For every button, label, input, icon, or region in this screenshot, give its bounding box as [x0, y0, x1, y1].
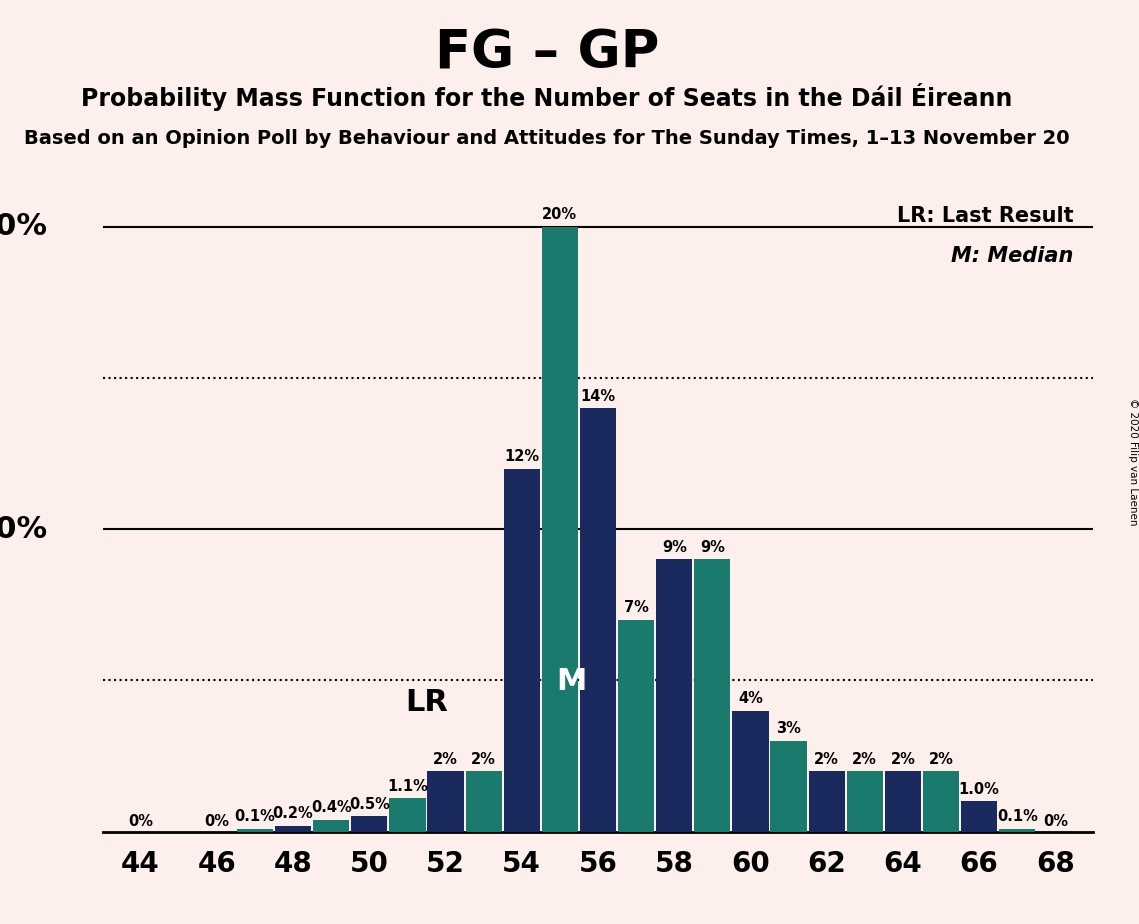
Bar: [885, 772, 921, 832]
Text: 2%: 2%: [852, 751, 877, 767]
Text: 7%: 7%: [624, 601, 648, 615]
Text: LR: LR: [405, 687, 448, 717]
Text: 14%: 14%: [581, 389, 615, 404]
Text: 0.1%: 0.1%: [235, 809, 276, 824]
Text: 20%: 20%: [0, 213, 48, 241]
Bar: [390, 798, 426, 832]
Bar: [237, 829, 273, 832]
Text: 9%: 9%: [662, 540, 687, 555]
Bar: [961, 801, 998, 832]
Bar: [770, 741, 806, 832]
Bar: [351, 817, 387, 832]
Bar: [999, 829, 1035, 832]
Text: 2%: 2%: [472, 751, 497, 767]
Text: M: M: [556, 666, 587, 696]
Text: 12%: 12%: [505, 449, 539, 464]
Text: Probability Mass Function for the Number of Seats in the Dáil Éireann: Probability Mass Function for the Number…: [81, 83, 1013, 111]
Bar: [466, 772, 502, 832]
Text: 0.4%: 0.4%: [311, 800, 352, 815]
Text: 2%: 2%: [928, 751, 953, 767]
Text: 0%: 0%: [204, 813, 229, 829]
Bar: [846, 772, 883, 832]
Text: 0.2%: 0.2%: [272, 806, 313, 821]
Text: 9%: 9%: [699, 540, 724, 555]
Bar: [732, 711, 769, 832]
Text: 0.1%: 0.1%: [997, 809, 1038, 824]
Bar: [274, 825, 311, 832]
Text: © 2020 Filip van Laenen: © 2020 Filip van Laenen: [1129, 398, 1138, 526]
Bar: [427, 772, 464, 832]
Bar: [618, 620, 654, 832]
Text: Based on an Opinion Poll by Behaviour and Attitudes for The Sunday Times, 1–13 N: Based on an Opinion Poll by Behaviour an…: [24, 129, 1070, 149]
Bar: [503, 468, 540, 832]
Bar: [923, 772, 959, 832]
Bar: [542, 226, 577, 832]
Text: 0%: 0%: [1043, 813, 1068, 829]
Text: 0.5%: 0.5%: [349, 796, 390, 812]
Bar: [809, 772, 845, 832]
Text: M: Median: M: Median: [951, 246, 1074, 266]
Text: 0%: 0%: [128, 813, 153, 829]
Text: 20%: 20%: [542, 207, 577, 223]
Text: 2%: 2%: [814, 751, 839, 767]
Text: 2%: 2%: [433, 751, 458, 767]
Text: 1.1%: 1.1%: [387, 779, 428, 794]
Bar: [694, 559, 730, 832]
Bar: [313, 820, 350, 832]
Text: 2%: 2%: [891, 751, 916, 767]
Bar: [580, 408, 616, 832]
Text: 10%: 10%: [0, 515, 48, 543]
Text: 1.0%: 1.0%: [959, 782, 1000, 796]
Text: 4%: 4%: [738, 691, 763, 706]
Text: 3%: 3%: [776, 722, 801, 736]
Text: FG – GP: FG – GP: [435, 28, 658, 79]
Text: LR: Last Result: LR: Last Result: [898, 206, 1074, 226]
Bar: [656, 559, 693, 832]
